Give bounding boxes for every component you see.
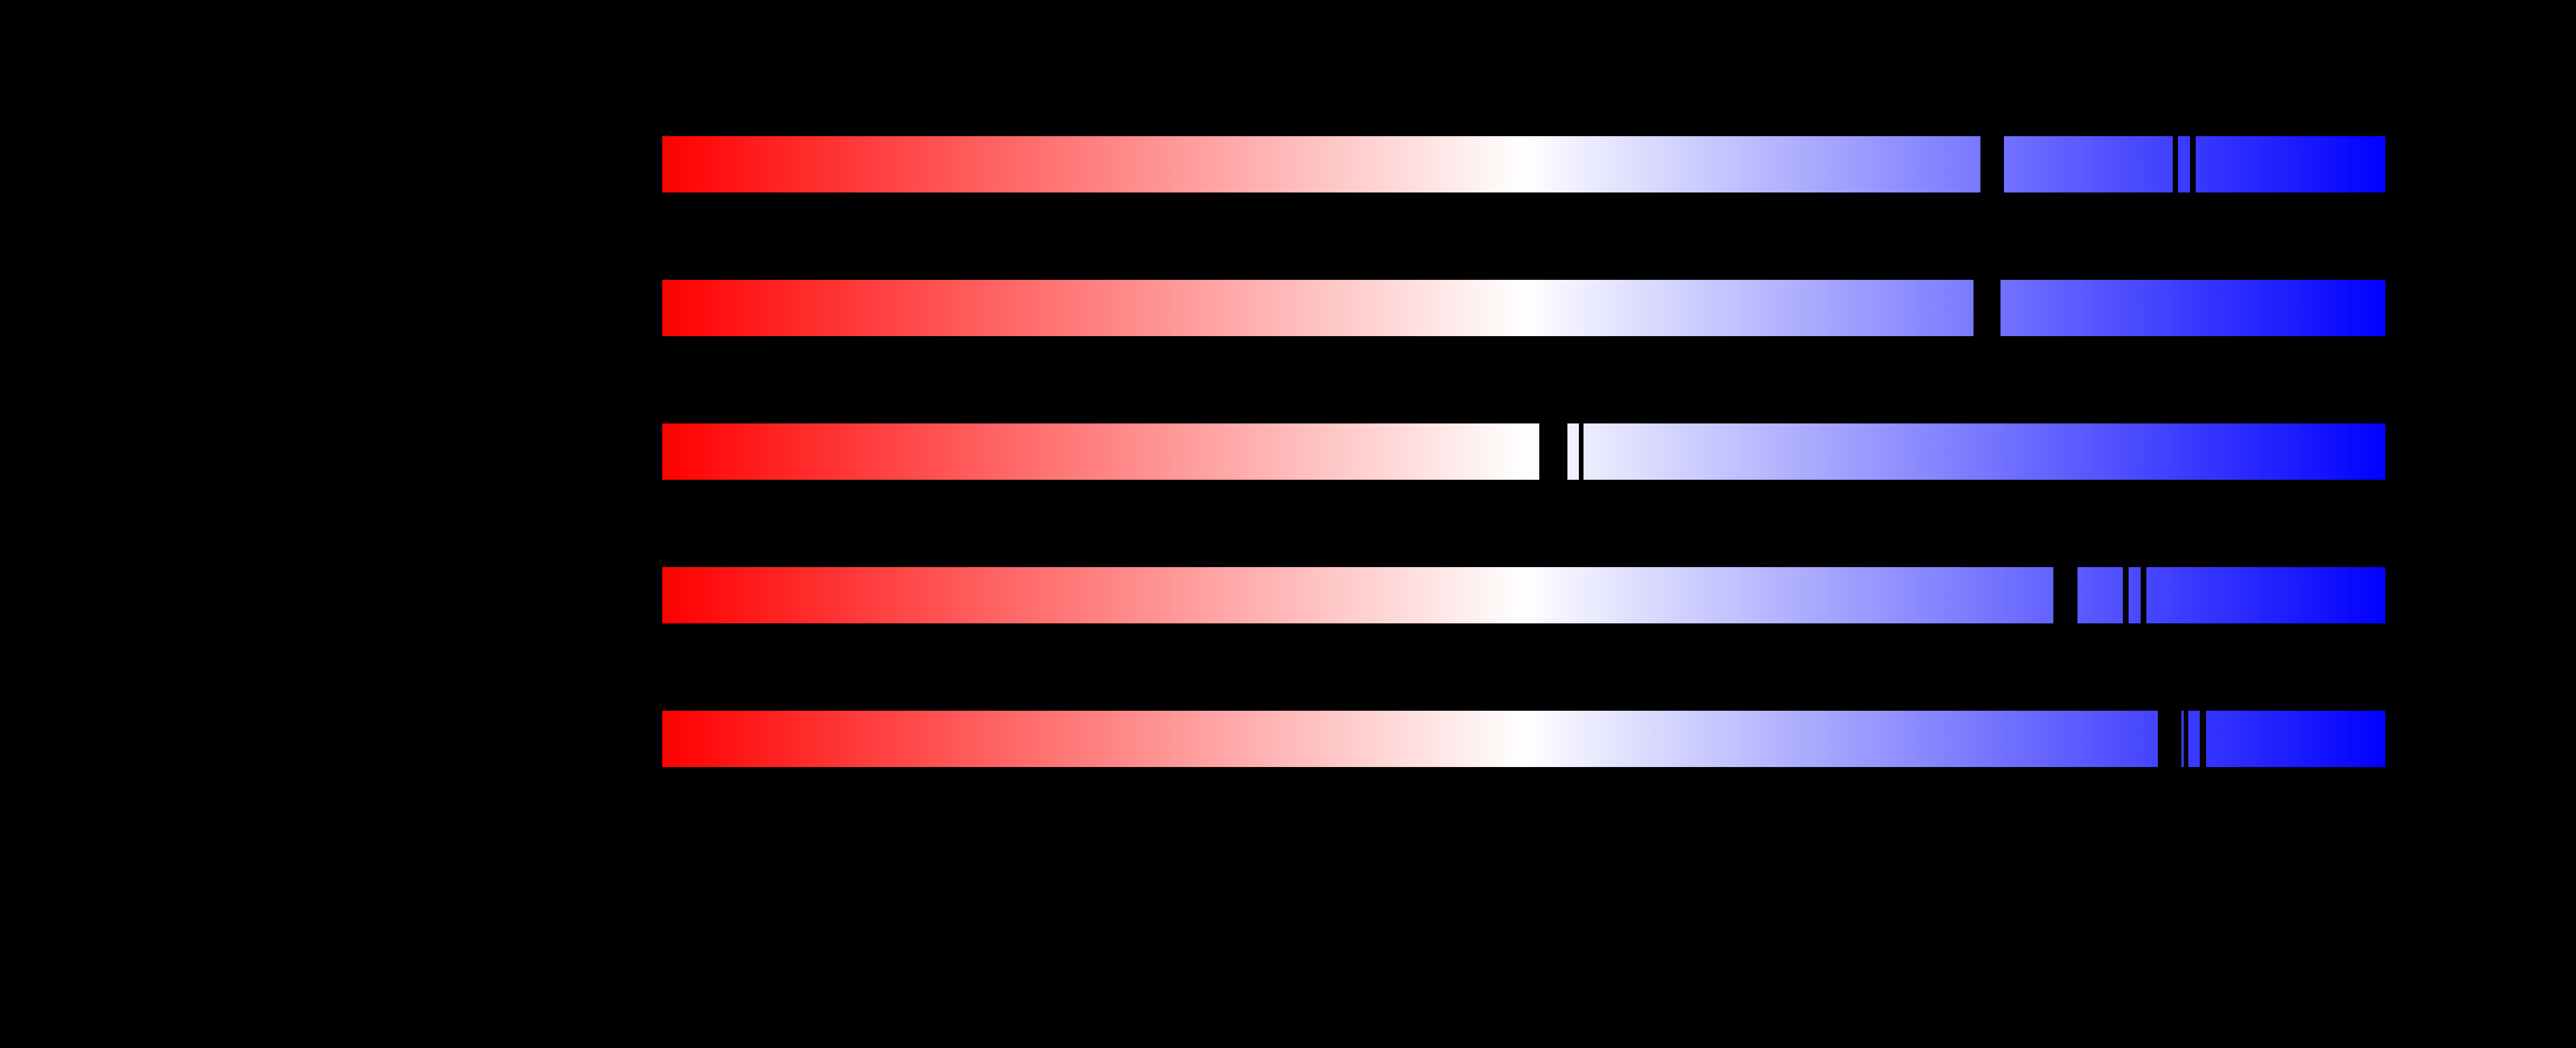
gradient-bar-1 bbox=[662, 136, 2385, 192]
tick-mark-5-3 bbox=[2200, 711, 2206, 767]
tick-mark-4-3 bbox=[2141, 567, 2146, 623]
tick-mark-3-1 bbox=[1539, 423, 1567, 480]
tick-mark-5-2 bbox=[2184, 711, 2188, 767]
gradient-bar-2 bbox=[662, 280, 2385, 336]
gradient-bar-5 bbox=[662, 711, 2385, 767]
tick-mark-4-1 bbox=[2053, 567, 2077, 623]
tick-mark-2-1 bbox=[1973, 280, 2000, 336]
tick-mark-3-2 bbox=[1579, 423, 1584, 480]
gradient-bar-3 bbox=[662, 423, 2385, 480]
tick-mark-1-3 bbox=[2190, 136, 2196, 192]
gradient-bar-4 bbox=[662, 567, 2385, 623]
tick-mark-1-2 bbox=[2173, 136, 2178, 192]
tick-mark-1-1 bbox=[1980, 136, 2004, 192]
tick-mark-4-2 bbox=[2123, 567, 2129, 623]
tick-mark-5-1 bbox=[2158, 711, 2181, 767]
